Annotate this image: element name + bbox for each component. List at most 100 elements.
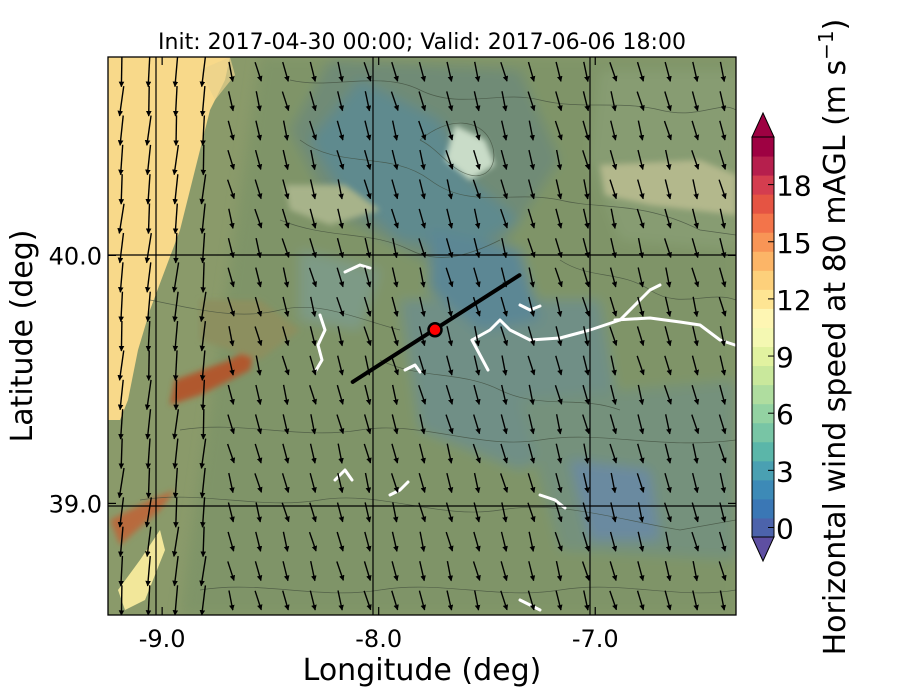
wind-arrow xyxy=(391,326,399,347)
wind-arrow xyxy=(172,86,179,117)
wind-arrow xyxy=(501,237,508,259)
wind-arrow xyxy=(446,91,454,112)
wind-arrow xyxy=(281,502,290,523)
wind-arrow xyxy=(173,497,179,528)
wind-arrow xyxy=(555,208,563,229)
wind-arrow xyxy=(172,409,180,440)
wind-arrow xyxy=(418,502,427,523)
wind-arrow xyxy=(528,384,535,406)
wind-arrow xyxy=(691,267,700,288)
wind-arrow xyxy=(145,320,152,352)
wind-arrow xyxy=(637,443,645,464)
wind-arrow xyxy=(254,296,263,317)
wind-arrow xyxy=(173,379,179,411)
colorbar-bin xyxy=(752,213,774,233)
wind-arrow xyxy=(254,61,263,82)
wind-arrow xyxy=(527,326,536,347)
wind-arrow xyxy=(692,296,699,317)
wind-arrow xyxy=(663,238,672,258)
wind-arrow xyxy=(200,144,207,176)
wind-arrow xyxy=(337,443,344,464)
wind-arrow xyxy=(144,379,152,411)
wind-arrow xyxy=(117,232,125,264)
x-axis-label: Longitude (deg) xyxy=(303,653,542,688)
wind-arrow xyxy=(118,57,125,88)
wind-arrow xyxy=(527,502,536,523)
wind-arrow xyxy=(145,86,152,117)
wind-arrow xyxy=(255,355,262,376)
wind-arrow xyxy=(172,291,179,323)
wind-arrow xyxy=(117,262,124,293)
wind-arrow xyxy=(419,414,426,435)
wind-arrow xyxy=(692,443,699,464)
wind-arrow xyxy=(446,355,454,376)
wind-arrow xyxy=(719,355,727,376)
wind-arrow xyxy=(445,502,454,523)
wind-arrow xyxy=(718,414,727,435)
wind-arrow xyxy=(199,291,207,323)
wind-arrow xyxy=(363,590,372,611)
wind-arrow xyxy=(364,267,372,288)
wind-arrow xyxy=(445,384,454,405)
wind-arrow xyxy=(665,531,672,552)
wind-arrow xyxy=(582,502,590,523)
wind-arrow xyxy=(227,531,235,552)
wind-arrow xyxy=(337,472,344,494)
wind-arrow xyxy=(200,262,207,293)
wind-arrow xyxy=(364,237,372,259)
colorbar-bin xyxy=(752,270,774,290)
wind-arrow xyxy=(364,502,372,523)
wind-vector-arrows xyxy=(117,57,727,615)
wind-arrow xyxy=(309,208,317,229)
wind-arrow xyxy=(363,561,372,582)
wind-arrow xyxy=(609,296,618,317)
wind-arrow xyxy=(226,179,236,200)
wind-arrow xyxy=(363,179,372,200)
wind-arrow xyxy=(363,62,372,82)
wind-arrow xyxy=(282,296,290,317)
wind-arrow xyxy=(227,355,235,376)
wind-arrow xyxy=(719,472,727,494)
wind-arrow xyxy=(555,443,563,464)
wind-arrow xyxy=(281,91,290,112)
wind-arrow xyxy=(691,91,700,112)
wind-arrow xyxy=(282,120,290,141)
wind-arrow xyxy=(391,443,399,464)
wind-arrow xyxy=(281,355,290,376)
colorbar-bin xyxy=(752,403,774,424)
wind-arrow xyxy=(281,238,290,258)
colorbar-tick-label: 3 xyxy=(776,455,794,488)
wind-arrow xyxy=(172,144,180,176)
wind-arrow xyxy=(555,590,563,611)
wind-arrow xyxy=(117,115,124,146)
colorbar-bin xyxy=(752,517,774,538)
wind-arrow xyxy=(254,179,263,200)
wind-arrow xyxy=(173,115,179,146)
wind-arrow xyxy=(554,267,563,288)
wind-arrow xyxy=(554,502,563,523)
wind-arrow xyxy=(500,590,509,611)
wind-arrow xyxy=(691,531,700,552)
colorbar-tick-label: 9 xyxy=(776,341,794,374)
colorbar-tick-label: 12 xyxy=(776,284,812,317)
wind-arrow xyxy=(664,149,672,171)
wind-arrow xyxy=(637,384,645,406)
wind-arrow xyxy=(527,590,536,611)
wind-arrow xyxy=(255,502,262,523)
colorbar-label-main: Horizontal wind speed at 80 mAGL (m s xyxy=(818,60,853,656)
wind-arrow xyxy=(691,120,700,141)
wind-arrow xyxy=(309,502,317,523)
wind-arrow xyxy=(583,443,590,464)
wind-arrow xyxy=(282,531,290,552)
wind-arrow xyxy=(664,473,672,493)
colorbar-bin xyxy=(752,498,774,519)
wind-arrow xyxy=(636,208,645,229)
wind-arrow xyxy=(474,61,481,83)
wind-arrow xyxy=(473,120,481,141)
wind-arrow xyxy=(664,590,672,611)
wind-arrow xyxy=(663,120,673,141)
wind-arrow xyxy=(391,296,399,317)
wind-arrow xyxy=(391,414,399,435)
wind-arrow xyxy=(199,321,207,352)
wind-arrow xyxy=(692,560,699,582)
